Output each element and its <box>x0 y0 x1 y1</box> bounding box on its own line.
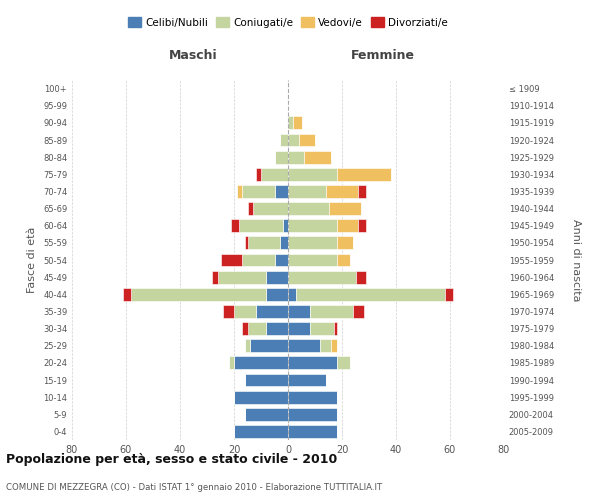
Bar <box>266 270 288 283</box>
Bar <box>320 340 331 352</box>
Bar <box>247 202 253 215</box>
Bar <box>288 185 326 198</box>
Bar <box>326 185 358 198</box>
Bar <box>275 254 288 266</box>
Bar <box>256 168 261 180</box>
Bar <box>337 254 350 266</box>
Bar <box>288 220 337 232</box>
Bar <box>242 185 275 198</box>
Bar <box>337 168 391 180</box>
Bar <box>310 305 353 318</box>
Bar <box>288 150 304 164</box>
Bar <box>280 236 288 250</box>
Bar <box>329 202 361 215</box>
Bar <box>337 236 353 250</box>
Bar <box>304 150 331 164</box>
Bar <box>355 270 366 283</box>
Bar <box>288 254 337 266</box>
Bar <box>247 322 266 335</box>
Bar <box>253 202 288 215</box>
Bar <box>229 356 234 370</box>
Bar <box>245 408 288 420</box>
Bar <box>234 305 256 318</box>
Bar <box>288 356 337 370</box>
Bar <box>242 254 275 266</box>
Bar <box>266 288 288 300</box>
Bar <box>288 322 310 335</box>
Bar <box>331 340 337 352</box>
Text: Popolazione per età, sesso e stato civile - 2010: Popolazione per età, sesso e stato civil… <box>6 452 337 466</box>
Bar <box>293 116 302 130</box>
Bar <box>358 220 367 232</box>
Bar <box>288 374 326 386</box>
Y-axis label: Anni di nascita: Anni di nascita <box>571 219 581 301</box>
Bar <box>299 134 315 146</box>
Text: COMUNE DI MEZZEGRA (CO) - Dati ISTAT 1° gennaio 2010 - Elaborazione TUTTITALIA.I: COMUNE DI MEZZEGRA (CO) - Dati ISTAT 1° … <box>6 483 382 492</box>
Bar <box>337 220 358 232</box>
Bar <box>131 288 266 300</box>
Bar <box>288 288 296 300</box>
Bar <box>250 340 288 352</box>
Bar <box>245 236 248 250</box>
Bar <box>288 236 337 250</box>
Bar <box>236 185 242 198</box>
Bar <box>288 134 299 146</box>
Bar <box>212 270 218 283</box>
Bar <box>337 356 350 370</box>
Bar <box>275 150 288 164</box>
Bar <box>223 305 234 318</box>
Bar <box>261 168 288 180</box>
Bar <box>288 305 310 318</box>
Bar <box>275 185 288 198</box>
Bar <box>218 270 266 283</box>
Bar <box>124 288 131 300</box>
Bar <box>288 408 337 420</box>
Bar <box>288 202 329 215</box>
Bar <box>288 340 320 352</box>
Bar <box>288 425 337 438</box>
Bar <box>358 185 367 198</box>
Bar <box>310 322 334 335</box>
Bar <box>234 425 288 438</box>
Bar <box>288 390 337 404</box>
Bar <box>283 220 288 232</box>
Bar <box>296 288 445 300</box>
Bar <box>239 220 283 232</box>
Bar <box>288 168 337 180</box>
Bar <box>245 340 250 352</box>
Bar <box>221 254 242 266</box>
Y-axis label: Fasce di età: Fasce di età <box>28 227 37 293</box>
Bar <box>234 356 288 370</box>
Bar <box>334 322 337 335</box>
Bar <box>232 220 239 232</box>
Bar <box>280 134 288 146</box>
Bar <box>234 390 288 404</box>
Text: Femmine: Femmine <box>351 49 415 62</box>
Text: Maschi: Maschi <box>169 49 217 62</box>
Legend: Celibi/Nubili, Coniugati/e, Vedovi/e, Divorziati/e: Celibi/Nubili, Coniugati/e, Vedovi/e, Di… <box>124 13 452 32</box>
Bar <box>288 116 293 130</box>
Bar <box>353 305 364 318</box>
Bar <box>245 374 288 386</box>
Bar <box>247 236 280 250</box>
Bar <box>242 322 248 335</box>
Bar <box>266 322 288 335</box>
Bar <box>288 270 355 283</box>
Bar <box>445 288 453 300</box>
Bar <box>256 305 288 318</box>
